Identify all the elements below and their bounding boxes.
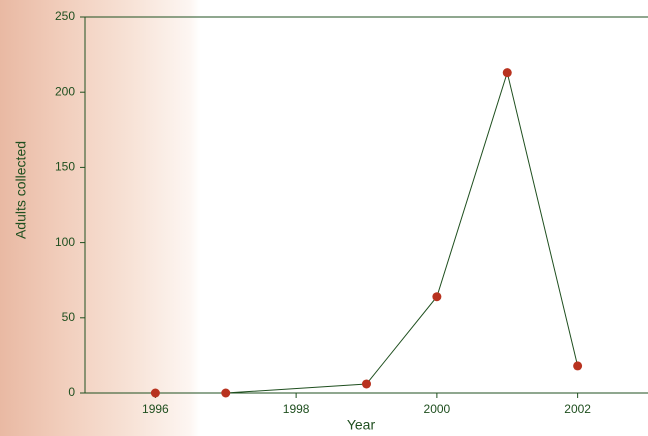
y-tick-label: 250 — [55, 9, 75, 23]
data-point — [221, 389, 230, 398]
chart: Year Adults collected 0 50 100 150 200 250 199… — [0, 0, 648, 436]
y-axis-label: Adults collected — [13, 141, 29, 239]
data-point — [503, 68, 512, 77]
y-tick-label: 0 — [68, 385, 75, 399]
data-point — [362, 379, 371, 388]
x-axis-label: Year — [347, 417, 376, 433]
data-line — [155, 73, 577, 393]
x-tick-label: 1998 — [283, 402, 310, 416]
data-point — [573, 361, 582, 370]
page: Year Adults collected 0 50 100 150 200 250 199… — [0, 0, 648, 436]
x-tick-label: 2000 — [424, 402, 451, 416]
y-tick-label: 50 — [62, 310, 76, 324]
x-tick-label: 1996 — [142, 402, 169, 416]
y-tick-label: 200 — [55, 84, 75, 98]
data-point — [432, 292, 441, 301]
y-tick-label: 150 — [55, 160, 75, 174]
x-tick-label: 2002 — [564, 402, 591, 416]
data-point — [151, 389, 160, 398]
y-tick-label: 100 — [55, 235, 75, 249]
